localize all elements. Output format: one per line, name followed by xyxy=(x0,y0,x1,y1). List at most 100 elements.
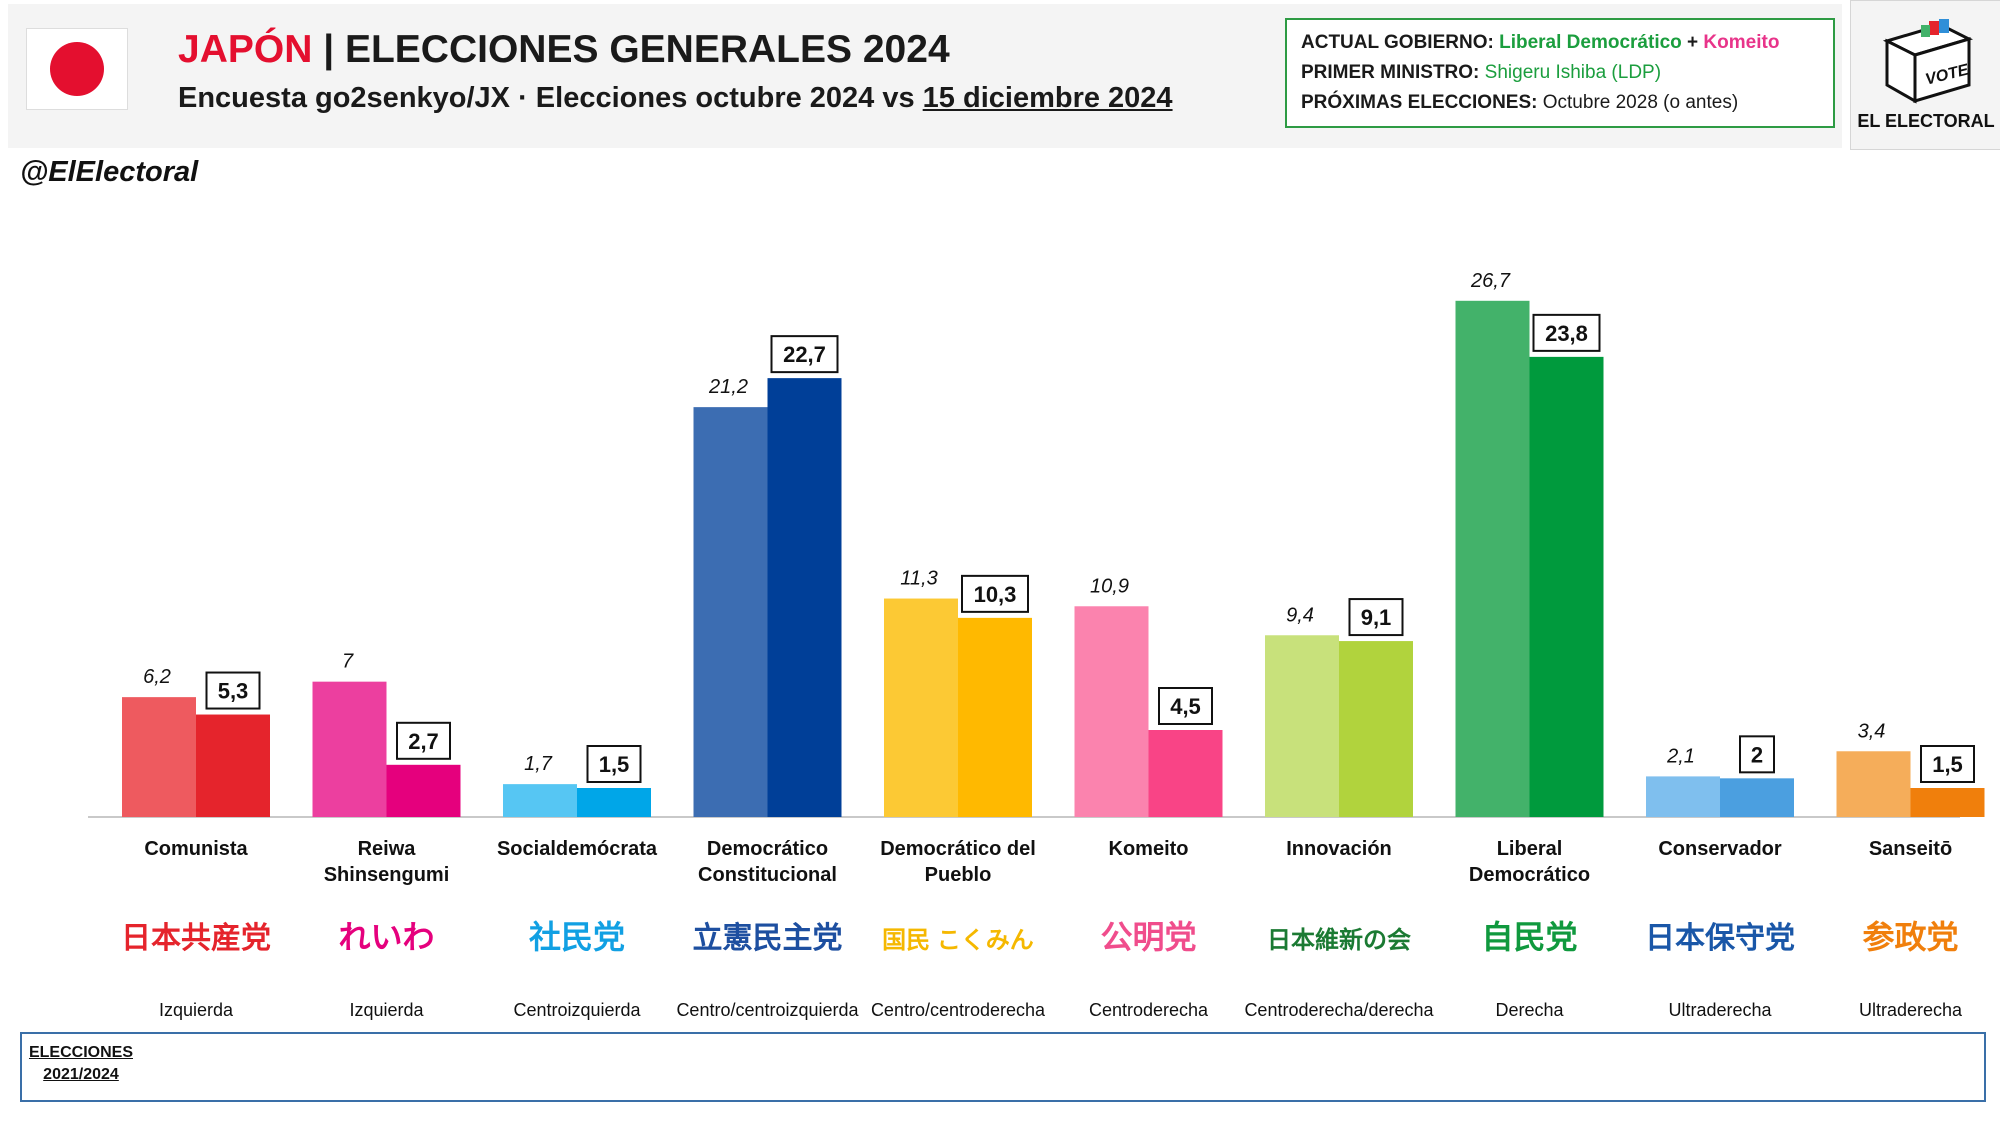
previous-elections-label-line1: ELECCIONES xyxy=(28,1044,133,1061)
data-label-october-2024: 11,3 xyxy=(900,568,937,590)
data-label-december-2024: 2,7 xyxy=(408,729,439,754)
bar-october-2024 xyxy=(122,697,196,817)
ideology-label: Ultraderecha xyxy=(1859,1000,1963,1020)
party-logo-text: 自民党 xyxy=(1481,919,1577,955)
data-label-box-december-2024 xyxy=(1348,598,1404,637)
party-logo-text: 日本共産党 xyxy=(121,922,271,955)
bar-october-2024 xyxy=(1265,635,1339,817)
party-logo-text: 日本保守党 xyxy=(1645,922,1795,955)
ideology-label: Izquierda xyxy=(349,1000,424,1020)
bar-october-2024 xyxy=(1455,300,1530,817)
bar-october-2024 xyxy=(1074,606,1149,817)
data-label-october-2024: 10,9 xyxy=(1090,575,1129,597)
bar-december-2024 xyxy=(577,788,651,817)
government-plus: + xyxy=(1681,32,1704,53)
data-label-box-december-2024 xyxy=(1158,687,1213,725)
el-electoral-logo: VOTE EL ELECTORAL xyxy=(1850,0,2000,150)
category-label: Shinsengumi xyxy=(324,864,450,886)
data-label-october-2024: 9,4 xyxy=(1286,604,1314,626)
bar-december-2024 xyxy=(386,764,461,817)
ballot-box-icon: VOTE xyxy=(1882,19,1973,104)
data-label-box-december-2024 xyxy=(961,574,1029,613)
bar-october-2024 xyxy=(693,407,768,817)
bar-december-2024 xyxy=(1148,730,1223,817)
government-party-1: Liberal Democrático xyxy=(1499,32,1682,53)
bar-december-2024 xyxy=(767,378,842,817)
category-label: Innovación xyxy=(1286,838,1392,860)
category-label: Democrático del xyxy=(880,838,1036,860)
data-label-box-december-2024 xyxy=(1739,735,1775,774)
party-logo-text: 立憲民主党 xyxy=(693,921,843,955)
data-label-box-december-2024 xyxy=(770,335,839,374)
bar-october-2024 xyxy=(1836,751,1911,817)
logo-brand: EL ELECTORAL xyxy=(1857,111,1995,131)
category-label: Socialdemócrata xyxy=(497,838,658,860)
category-label: Constitucional xyxy=(698,864,837,886)
data-label-october-2024: 1,7 xyxy=(524,753,553,775)
data-label-box-december-2024 xyxy=(1920,745,1975,783)
ideology-label: Izquierda xyxy=(159,1000,234,1020)
bar-december-2024 xyxy=(958,617,1032,817)
government-label: ACTUAL GOBIERNO: xyxy=(1301,32,1500,53)
party-logo-text: 公明党 xyxy=(1100,919,1196,955)
party-logo-text: れいわ xyxy=(338,919,434,955)
page-title: JAPÓN | ELECCIONES GENERALES 2024 xyxy=(178,28,950,72)
ideology-label: Centro/centroizquierda xyxy=(676,1000,859,1020)
ideology-label: Centroderecha/derecha xyxy=(1244,1000,1434,1020)
bar-october-2024 xyxy=(503,784,577,817)
title-text: | ELECCIONES GENERALES 2024 xyxy=(312,28,950,71)
party-logo-text: 国民 こくみん xyxy=(882,927,1034,954)
data-label-december-2024: 10,3 xyxy=(974,582,1017,607)
category-label: Conservador xyxy=(1658,838,1782,860)
bar-december-2024 xyxy=(1910,788,1985,817)
data-label-box-december-2024 xyxy=(205,671,261,710)
category-label: Sanseitō xyxy=(1869,838,1952,860)
data-label-december-2024: 1,5 xyxy=(599,752,630,777)
previous-elections-label-line2: 2021/2024 xyxy=(43,1066,119,1083)
bar-october-2024 xyxy=(1646,776,1720,817)
category-label: Pueblo xyxy=(925,864,992,886)
data-label-october-2024: 26,7 xyxy=(1470,270,1511,292)
subtitle-date: 15 diciembre 2024 xyxy=(922,82,1173,114)
category-label: Komeito xyxy=(1109,838,1189,860)
category-label: Liberal xyxy=(1497,838,1563,860)
data-label-december-2024: 9,1 xyxy=(1361,605,1392,630)
category-label: Comunista xyxy=(144,838,248,860)
bar-october-2024 xyxy=(312,681,387,817)
category-label: Democrático xyxy=(1469,864,1590,886)
previous-elections-row: ELECCIONES 2021/2024 xyxy=(20,1032,1986,1102)
party-logo-text: 社民党 xyxy=(529,919,625,955)
data-label-december-2024: 23,8 xyxy=(1545,321,1588,346)
government-line: ACTUAL GOBIERNO: Liberal Democrático + K… xyxy=(1301,32,1779,54)
ideology-label: Ultraderecha xyxy=(1668,1000,1772,1020)
next-elections-line: PRÓXIMAS ELECCIONES: Octubre 2028 (o ant… xyxy=(1301,92,1738,114)
bar-december-2024 xyxy=(196,714,270,817)
next-elections-value: Octubre 2028 (o antes) xyxy=(1542,92,1739,113)
data-label-december-2024: 22,7 xyxy=(783,342,826,367)
twitter-handle: @ElElectoral xyxy=(20,156,199,188)
data-label-box-december-2024 xyxy=(1532,313,1601,352)
data-label-december-2024: 4,5 xyxy=(1170,694,1201,719)
prime-minister-line: PRIMER MINISTRO: Shigeru Ishiba (LDP) xyxy=(1301,62,1661,84)
data-label-december-2024: 2 xyxy=(1751,742,1763,767)
next-elections-label: PRÓXIMAS ELECCIONES: xyxy=(1301,92,1543,113)
government-party-2: Komeito xyxy=(1703,32,1780,53)
ideology-label: Derecha xyxy=(1495,1000,1564,1020)
previous-elections-label: ELECCIONES 2021/2024 xyxy=(26,1042,136,1086)
japan-flag-icon xyxy=(26,28,128,110)
data-label-december-2024: 5,3 xyxy=(218,679,249,704)
data-label-box-december-2024 xyxy=(396,721,451,760)
page-subtitle: Encuesta go2senkyo/JX · Elecciones octub… xyxy=(178,82,1173,115)
subtitle-text: Encuesta go2senkyo/JX · Elecciones octub… xyxy=(178,82,923,114)
party-logo-text: 参政党 xyxy=(1862,919,1958,955)
bar-december-2024 xyxy=(1529,356,1604,817)
prime-minister-value: Shigeru Ishiba (LDP) xyxy=(1484,62,1662,83)
prime-minister-label: PRIMER MINISTRO: xyxy=(1301,62,1485,83)
ideology-label: Centroderecha xyxy=(1089,1000,1209,1020)
ideology-label: Centroizquierda xyxy=(513,1000,641,1020)
ideology-label: Centro/centroderecha xyxy=(871,1000,1046,1020)
bar-december-2024 xyxy=(1720,778,1794,817)
bar-october-2024 xyxy=(884,598,958,817)
data-label-box-december-2024 xyxy=(586,745,642,783)
